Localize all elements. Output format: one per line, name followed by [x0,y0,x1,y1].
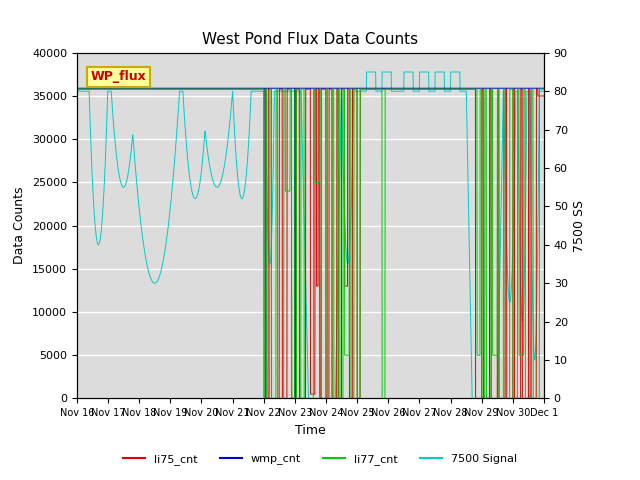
li77_cnt [540,86,548,92]
Line: wmp_cnt: wmp_cnt [77,88,544,398]
li75_cnt [333,86,341,92]
li77_cnt [324,86,332,92]
Y-axis label: Data Counts: Data Counts [13,187,26,264]
7500 Signal [305,396,312,401]
7500 Signal [73,88,81,94]
wmp_cnt [204,85,211,91]
Y-axis label: 7500 SS: 7500 SS [573,200,586,252]
wmp_cnt [73,85,81,91]
li77_cnt [204,86,211,92]
wmp_cnt [446,85,454,91]
wmp_cnt [499,85,507,91]
li77_cnt [499,396,507,401]
li75_cnt [512,396,520,401]
wmp_cnt [333,85,341,91]
Line: li77_cnt: li77_cnt [77,89,544,398]
li75_cnt [446,86,454,92]
7500 Signal [540,88,548,94]
Line: 7500 Signal: 7500 Signal [77,72,544,398]
7500 Signal [363,69,371,75]
Legend: li75_cnt, wmp_cnt, li77_cnt, 7500 Signal: li75_cnt, wmp_cnt, li77_cnt, 7500 Signal [118,450,522,469]
7500 Signal [446,88,454,94]
li75_cnt [262,396,269,401]
li75_cnt [73,86,81,92]
7500 Signal [512,88,520,94]
7500 Signal [204,145,211,151]
li75_cnt [324,396,332,401]
7500 Signal [499,100,507,106]
li75_cnt [204,86,211,92]
li77_cnt [333,396,341,401]
li77_cnt [446,86,454,92]
li75_cnt [540,93,548,99]
7500 Signal [333,286,341,291]
Line: li75_cnt: li75_cnt [77,89,544,398]
li77_cnt [260,396,268,401]
wmp_cnt [262,396,269,401]
wmp_cnt [512,85,520,91]
wmp_cnt [324,85,332,91]
X-axis label: Time: Time [295,424,326,437]
li77_cnt [512,396,520,401]
7500 Signal [324,396,332,401]
Text: WP_flux: WP_flux [91,71,147,84]
wmp_cnt [540,85,548,91]
li77_cnt [73,86,81,92]
Title: West Pond Flux Data Counts: West Pond Flux Data Counts [202,33,419,48]
li75_cnt [499,396,507,401]
